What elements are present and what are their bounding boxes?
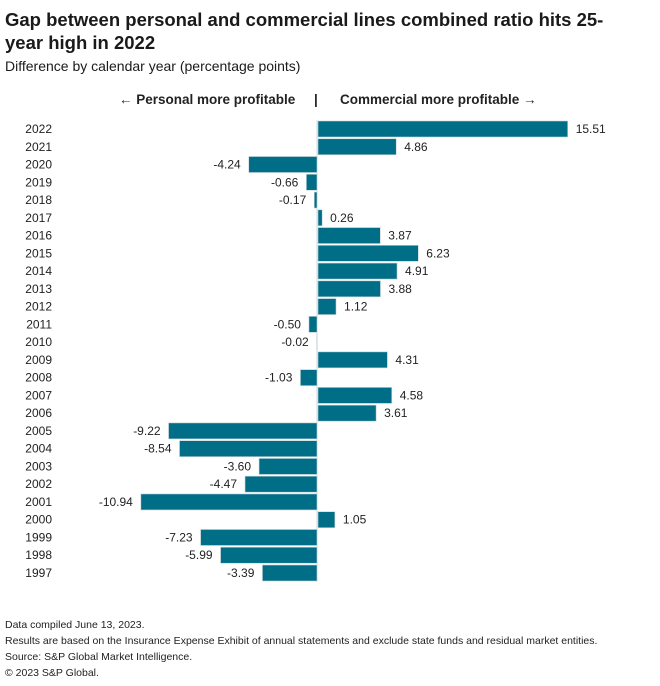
bar	[140, 493, 318, 511]
value-label: 4.58	[400, 388, 424, 402]
category-label: 2018	[25, 193, 52, 207]
value-label: -4.24	[213, 158, 241, 172]
bar	[317, 351, 388, 369]
value-label: 3.87	[388, 229, 412, 243]
value-label: 15.51	[576, 122, 606, 136]
value-label: -10.94	[99, 495, 133, 509]
value-label: -3.39	[227, 566, 255, 580]
bar	[262, 564, 318, 582]
bar	[300, 369, 318, 386]
category-label: 2007	[25, 388, 52, 402]
bar-chart: 2022 15.51 2021 4.86 2020 -4.24 2019 -0.66 2018 -…	[25, 120, 606, 582]
value-label: -9.22	[133, 424, 161, 438]
category-label: 2016	[25, 229, 52, 243]
direction-label-personal: ← Personal more profitable	[119, 92, 296, 107]
bar	[306, 173, 318, 191]
category-label: 2015	[25, 246, 52, 260]
bar	[317, 511, 336, 529]
bar	[258, 458, 318, 475]
category-label: 2011	[26, 317, 52, 331]
direction-label-commercial: Commercial more profitable →	[340, 92, 537, 107]
category-label: 2000	[25, 513, 52, 527]
bar	[220, 546, 318, 564]
bar	[317, 209, 323, 227]
bar	[168, 422, 318, 440]
bar	[200, 529, 318, 546]
category-label: 2020	[25, 158, 52, 172]
category-label: 2017	[25, 211, 52, 225]
value-label: -0.66	[271, 175, 299, 189]
value-label: 4.31	[395, 353, 419, 367]
bar	[317, 227, 381, 244]
category-label: 1999	[25, 530, 52, 544]
bar	[317, 262, 398, 280]
value-label: -5.99	[185, 548, 213, 562]
bar	[317, 245, 419, 262]
value-label: 4.91	[405, 264, 429, 278]
bar	[179, 440, 318, 457]
category-label: 2009	[25, 353, 52, 367]
value-label: -0.02	[281, 335, 309, 349]
value-label: 3.88	[388, 282, 412, 296]
value-label: -1.03	[265, 371, 293, 385]
bar	[317, 404, 377, 422]
footer-date-note: Data compiled June 13, 2023.	[5, 619, 145, 631]
bar	[313, 191, 318, 209]
value-label: -0.50	[274, 317, 302, 331]
category-label: 2003	[25, 459, 52, 473]
category-label: 1998	[25, 548, 52, 562]
bar	[308, 316, 318, 333]
value-label: 3.61	[384, 406, 408, 420]
value-label: -3.60	[224, 459, 252, 473]
value-label: -0.17	[279, 193, 307, 207]
value-label: -8.54	[144, 442, 172, 456]
category-label: 2005	[25, 424, 52, 438]
category-label: 2012	[25, 300, 52, 314]
bar	[248, 156, 318, 173]
value-label: -7.23	[165, 530, 193, 544]
bar	[316, 333, 318, 351]
bar	[317, 120, 569, 138]
footer-source: Source: S&P Global Market Intelligence.	[5, 651, 193, 663]
value-label: 6.23	[426, 246, 450, 260]
category-label: 2022	[25, 122, 52, 136]
bar	[244, 475, 318, 493]
category-label: 2014	[25, 264, 52, 278]
bar	[317, 138, 397, 156]
value-label: 1.12	[344, 300, 368, 314]
value-label: -4.47	[210, 477, 238, 491]
bar	[317, 280, 381, 298]
footer-methodology-note: Results are based on the Insurance Expen…	[5, 635, 598, 647]
chart-footer: Data compiled June 13, 2023. Results are…	[5, 617, 597, 681]
category-label: 2021	[25, 140, 52, 154]
value-label: 1.05	[343, 513, 367, 527]
category-label: 2013	[25, 282, 52, 296]
category-label: 2001	[25, 495, 52, 509]
category-label: 2004	[25, 442, 52, 456]
category-label: 1997	[25, 566, 52, 580]
category-label: 2019	[25, 175, 52, 189]
category-label: 2002	[25, 477, 52, 491]
category-label: 2010	[25, 335, 52, 349]
bar	[317, 387, 393, 404]
category-label: 2006	[25, 406, 52, 420]
chart-title: Gap between personal and commercial line…	[5, 9, 604, 53]
footer-copyright: © 2023 S&P Global.	[5, 667, 99, 679]
bar	[317, 298, 337, 315]
category-label: 2008	[25, 371, 52, 385]
value-label: 4.86	[404, 140, 428, 154]
chart-subtitle: Difference by calendar year (percentage …	[5, 58, 301, 74]
value-label: 0.26	[330, 211, 354, 225]
direction-separator: |	[314, 92, 318, 107]
